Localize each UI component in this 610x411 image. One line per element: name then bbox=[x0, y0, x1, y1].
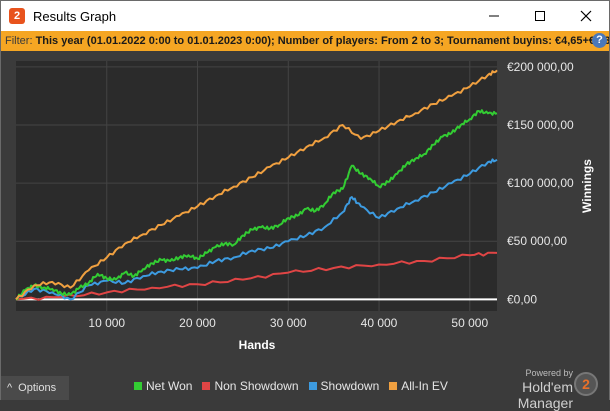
legend-label: Non Showdown bbox=[214, 379, 299, 393]
series-line-all-in-ev bbox=[15, 69, 498, 301]
filter-label: Filter: bbox=[5, 35, 33, 47]
close-button[interactable] bbox=[563, 1, 609, 31]
window-title: Results Graph bbox=[33, 9, 117, 24]
x-tick-label: 40 000 bbox=[361, 316, 398, 330]
y-tick-label: €100 000,00 bbox=[507, 176, 574, 190]
legend-item-showdown[interactable]: Showdown bbox=[308, 379, 380, 393]
legend-swatch bbox=[202, 382, 211, 390]
series-line-net-won bbox=[15, 109, 498, 301]
legend-swatch bbox=[308, 382, 317, 390]
series-line-showdown bbox=[15, 158, 498, 301]
x-axis-title: Hands bbox=[239, 338, 276, 352]
title-bar[interactable]: 2 Results Graph bbox=[1, 1, 609, 31]
minimize-button[interactable] bbox=[471, 1, 517, 31]
legend-item-all-in-ev[interactable]: All-In EV bbox=[389, 379, 448, 393]
legend-item-net-won[interactable]: Net Won bbox=[134, 379, 192, 393]
minimize-icon bbox=[489, 15, 499, 17]
filter-bar[interactable]: Filter: This year (01.01.2022 0:00 to 01… bbox=[1, 31, 609, 51]
brand-name: Hold'em Manager bbox=[517, 379, 573, 411]
y-tick-labels: €0,00 €50 000,00 €100 000,00 €150 000,00 €20… bbox=[507, 60, 574, 307]
y-tick-label: €50 000,00 bbox=[507, 234, 567, 248]
close-icon bbox=[580, 10, 592, 22]
legend-label: Net Won bbox=[146, 379, 193, 393]
x-tick-label: 50 000 bbox=[451, 316, 488, 330]
legend-item-non-showdown[interactable]: Non Showdown bbox=[202, 379, 299, 393]
options-label: Options bbox=[18, 382, 57, 394]
filter-description: This year (01.01.2022 0:00 to 01.01.2023… bbox=[35, 35, 609, 47]
powered-by-block: Powered by Hold'em Manager bbox=[473, 368, 573, 411]
y-tick-label: €150 000,00 bbox=[507, 118, 574, 132]
chart-legend: Net Won Non Showdown Showdown All-In EV bbox=[134, 379, 448, 393]
x-tick-label: 30 000 bbox=[270, 316, 307, 330]
legend-swatch bbox=[134, 382, 142, 390]
chart-svg: 10 000 20 000 30 000 40 000 50 000 €0,00 €50 … bbox=[15, 60, 594, 352]
chevron-up-icon: ^ bbox=[7, 382, 13, 394]
legend-swatch bbox=[389, 382, 398, 390]
help-icon[interactable]: ? bbox=[592, 33, 607, 48]
app-logo-icon: 2 bbox=[9, 8, 25, 24]
legend-label: All-In EV bbox=[401, 379, 448, 393]
options-button[interactable]: ^ Options bbox=[1, 376, 69, 400]
y-axis-title: Winnings bbox=[580, 159, 594, 213]
x-tick-labels: 10 000 20 000 30 000 40 000 50 000 bbox=[88, 316, 488, 330]
series-line-non-showdown bbox=[15, 251, 498, 301]
y-tick-label: €0,00 bbox=[507, 292, 537, 306]
results-chart[interactable]: 10 000 20 000 30 000 40 000 50 000 €0,00 €50 … bbox=[1, 51, 609, 371]
hm2-logo-icon: 2 bbox=[574, 372, 598, 396]
y-tick-label: €200 000,00 bbox=[507, 60, 574, 74]
plot-background bbox=[16, 61, 497, 311]
powered-by-text: Powered by bbox=[525, 368, 573, 378]
maximize-icon bbox=[535, 11, 545, 21]
series-lines bbox=[15, 69, 498, 301]
legend-label: Showdown bbox=[320, 379, 380, 393]
maximize-button[interactable] bbox=[517, 1, 563, 31]
x-tick-label: 10 000 bbox=[88, 316, 125, 330]
footer: ^ Options Net Won Non Showdown Showdown … bbox=[1, 368, 609, 411]
x-tick-label: 20 000 bbox=[179, 316, 216, 330]
